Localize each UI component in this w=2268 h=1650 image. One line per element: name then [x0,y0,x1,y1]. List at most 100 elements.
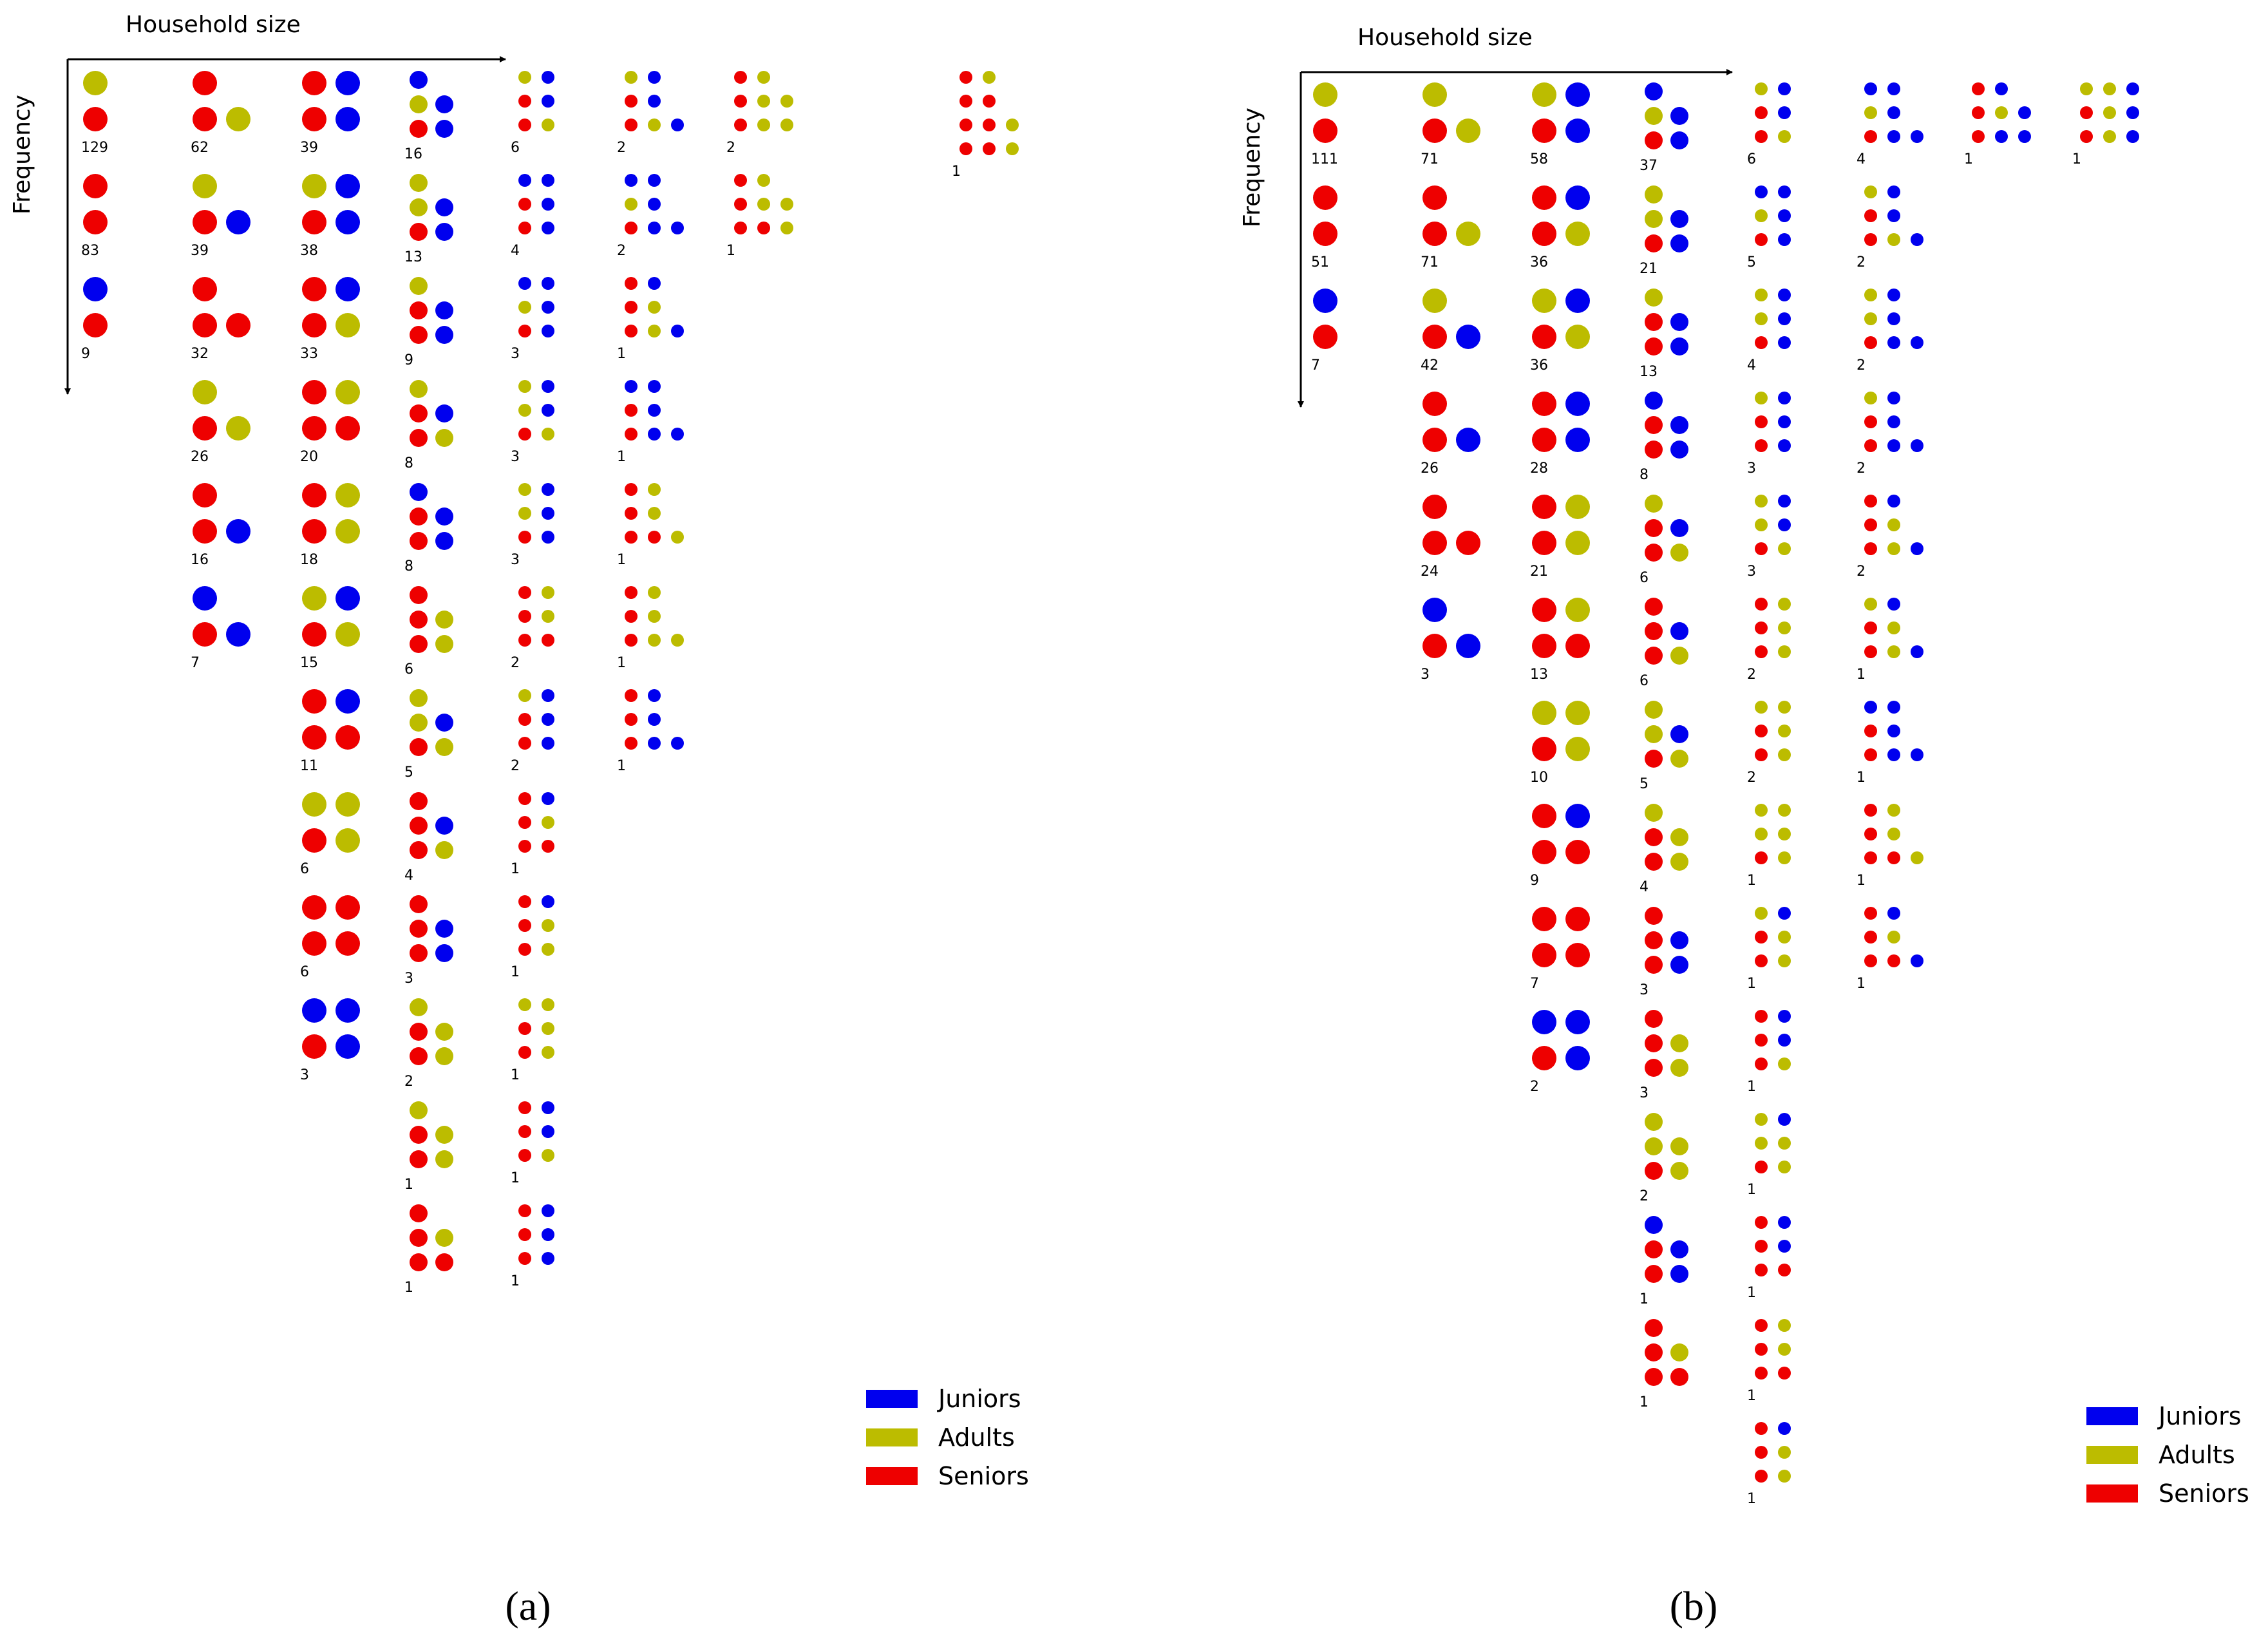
household-group: 2 [1640,1113,1688,1204]
senior-dot [1645,544,1663,562]
junior-dot [1778,312,1791,325]
senior-dot [1864,907,1877,920]
adult-dot [648,325,661,337]
frequency-label: 1 [404,1280,413,1296]
junior-dot [1670,416,1688,434]
senior-dot [193,416,217,441]
junior-dot [1887,439,1900,452]
adult-dot [1670,1059,1688,1077]
legend-seniors-label: Seniors [2159,1479,2249,1508]
junior-dot [1565,82,1590,107]
junior-dot [542,277,554,290]
senior-dot [1645,622,1663,640]
household-group: 42 [1421,289,1480,374]
frequency-label: 36 [1530,357,1548,374]
household-group: 11 [300,689,360,774]
junior-dot [648,428,661,441]
senior-dot [410,635,428,653]
adult-dot [435,1150,453,1168]
adult-dot [1645,1137,1663,1155]
junior-dot [1565,185,1590,210]
senior-dot [518,119,531,131]
legend-seniors-swatch [866,1467,918,1485]
senior-dot [1755,542,1768,555]
household-group: 3 [1747,495,1791,580]
frequency-label: 8 [1640,467,1649,483]
junior-dot [542,483,554,496]
junior-dot [542,713,554,726]
junior-dot [648,95,661,108]
senior-dot [1422,185,1447,210]
adult-dot [1755,701,1768,714]
adult-dot [648,301,661,314]
adult-dot [302,792,326,817]
household-group: 6 [1640,495,1688,586]
adult-dot [1778,725,1791,737]
frequency-label: 2 [1640,1188,1649,1204]
adult-dot [1006,119,1019,131]
household-group: 33 [300,277,360,362]
junior-dot [671,737,684,750]
senior-dot [1645,828,1663,846]
senior-dot [1422,325,1447,349]
adult-dot [410,198,428,216]
adult-dot [1778,130,1791,143]
household-group: 6 [300,895,360,980]
senior-dot [625,689,638,702]
senior-dot [1755,851,1768,864]
household-group: 71 [1421,82,1480,167]
frequency-label: 1 [1857,667,1866,683]
junior-dot [1670,441,1688,459]
adult-dot [648,610,661,623]
senior-dot [542,634,554,647]
junior-dot [1778,439,1791,452]
frequency-label: 2 [617,243,626,259]
junior-dot [1887,130,1900,143]
junior-dot [1670,622,1688,640]
junior-dot [2126,82,2139,95]
household-group: 20 [300,380,360,465]
senior-dot [757,222,770,234]
frequency-label: 6 [1747,151,1756,167]
junior-dot [1532,1010,1556,1034]
senior-dot [1422,531,1447,555]
household-group: 6 [300,792,360,877]
senior-dot [625,507,638,520]
household-group: 58 [1530,82,1590,167]
household-group: 15 [300,586,360,671]
panel-caption: (a) [505,1583,551,1629]
household-group: 3 [1421,598,1480,683]
household-group: 13 [1640,289,1688,380]
senior-dot [83,313,108,337]
household-group: 62 [191,71,250,156]
senior-dot [1972,82,1985,95]
adult-dot [1778,804,1791,817]
adult-dot [671,531,684,544]
junior-dot [1864,82,1877,95]
senior-dot [302,416,326,441]
household-group: 39 [191,174,250,259]
adult-dot [648,483,661,496]
junior-dot [648,277,661,290]
adult-dot [226,416,250,441]
junior-dot [1887,82,1900,95]
senior-dot [1755,130,1768,143]
household-group: 1 [1857,804,1923,889]
adult-dot [1645,804,1663,822]
adult-dot [1670,1137,1688,1155]
household-group: 10 [1530,701,1590,786]
frequency-label: 13 [1640,364,1658,380]
adult-dot [1778,645,1791,658]
senior-dot [193,210,217,234]
senior-dot [2080,130,2093,143]
junior-dot [648,689,661,702]
column-size-7: 4 2 2 2 2 1 1 1 1 [1857,82,1923,992]
junior-dot [435,714,453,732]
adult-dot [2103,130,2116,143]
senior-dot [1755,1161,1768,1173]
household-group: 1 [1857,598,1923,683]
household-group: 3 [404,895,453,987]
senior-dot [518,1149,531,1162]
senior-dot [1864,518,1877,531]
senior-dot [1755,725,1768,737]
